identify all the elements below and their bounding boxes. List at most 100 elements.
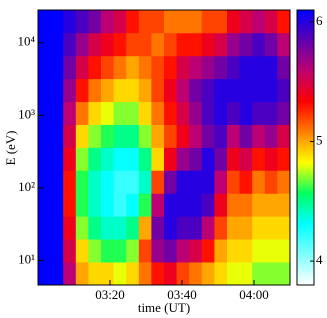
heatmap-cell <box>126 78 140 103</box>
heatmap-cell <box>63 147 77 171</box>
y-axis-label: E (eV) <box>3 130 18 165</box>
heatmap-cell <box>50 262 64 286</box>
heatmap-cell <box>88 239 102 263</box>
heatmap-cell <box>113 124 127 148</box>
heatmap-cell <box>38 124 51 148</box>
heatmap-cell <box>101 101 114 125</box>
heatmap-cell <box>264 193 278 217</box>
heatmap-cell <box>227 193 240 217</box>
heatmap-cell <box>113 147 127 171</box>
heatmap-cell <box>50 32 64 57</box>
heatmap-cell <box>176 170 190 194</box>
heatmap-cell <box>176 216 190 240</box>
heatmap-cell <box>75 78 89 103</box>
heatmap-cell <box>227 78 240 103</box>
heatmap-cell <box>75 10 89 34</box>
heatmap-cell <box>164 239 177 263</box>
heatmap-cell <box>264 10 278 34</box>
heatmap-cell <box>151 32 165 57</box>
heatmap-cell <box>113 78 127 103</box>
x-tick-label: 04:00 <box>239 287 269 302</box>
heatmap-cell <box>164 124 177 148</box>
y-tick-label: 10⁴ <box>17 34 35 49</box>
heatmap-cell <box>101 216 114 240</box>
heatmap-cell <box>50 124 64 148</box>
heatmap-cell <box>239 216 253 240</box>
heatmap-cell <box>101 239 114 263</box>
heatmap-cell <box>201 55 215 80</box>
heatmap-cell <box>101 262 114 286</box>
heatmap-cell <box>252 55 266 80</box>
heatmap-cell <box>63 101 77 125</box>
heatmap-cell <box>277 55 291 80</box>
heatmap-cell <box>50 55 64 80</box>
heatmap-cell <box>189 78 203 103</box>
heatmap-cell <box>75 216 89 240</box>
heatmap-cell <box>151 170 165 194</box>
heatmap-cell <box>252 101 266 125</box>
heatmap-cell <box>277 78 291 103</box>
heatmap-cell <box>176 32 190 57</box>
heatmap-cell <box>138 262 152 286</box>
heatmap-cell <box>38 101 51 125</box>
heatmap-cell <box>75 193 89 217</box>
heatmap-cell <box>88 147 102 171</box>
heatmap-cell <box>63 55 77 80</box>
heatmap-cell <box>214 124 228 148</box>
colorbar-tick-label: 6 <box>316 13 323 28</box>
heatmap-cell <box>151 55 165 80</box>
heatmap-cell <box>176 147 190 171</box>
heatmap-cell <box>50 170 64 194</box>
heatmap-cell <box>201 101 215 125</box>
heatmap-cell <box>239 78 253 103</box>
heatmap-cell <box>63 239 77 263</box>
heatmap-cell <box>239 10 253 34</box>
heatmap-cell <box>164 101 177 125</box>
heatmap-cell <box>214 78 228 103</box>
heatmap-cell <box>38 55 51 80</box>
heatmap-cell <box>277 262 291 286</box>
heatmap-cell <box>252 170 266 194</box>
heatmap-cell <box>50 193 64 217</box>
heatmap-cell <box>227 10 240 34</box>
heatmap-cell <box>151 10 165 34</box>
heatmap-cell <box>252 32 266 57</box>
heatmap-cell <box>176 55 190 80</box>
heatmap-cell <box>252 78 266 103</box>
heatmap-cell <box>88 10 102 34</box>
heatmap-cell <box>126 10 140 34</box>
x-axis-label: time (UT) <box>138 300 190 315</box>
heatmap-cell <box>101 170 114 194</box>
heatmap-cell <box>252 262 266 286</box>
heatmap-cell <box>113 262 127 286</box>
heatmap-cell <box>201 170 215 194</box>
heatmap-cell <box>239 124 253 148</box>
heatmap-cell <box>151 262 165 286</box>
heatmap-cell <box>63 124 77 148</box>
heatmap-cell <box>138 124 152 148</box>
heatmap-cell <box>227 32 240 57</box>
heatmap-cell <box>38 193 51 217</box>
heatmap-cell <box>164 78 177 103</box>
heatmap-cell <box>75 32 89 57</box>
heatmap-cell <box>75 170 89 194</box>
heatmap-cell <box>214 193 228 217</box>
heatmap-cell <box>113 216 127 240</box>
heatmap-cell <box>214 101 228 125</box>
heatmap-cell <box>164 147 177 171</box>
heatmap-cell <box>239 262 253 286</box>
heatmap-cell <box>138 10 152 34</box>
heatmap-cell <box>252 124 266 148</box>
heatmap-cell <box>227 55 240 80</box>
heatmap-cell <box>214 262 228 286</box>
heatmap-cell <box>201 216 215 240</box>
heatmap-cell <box>252 216 266 240</box>
heatmap-cell <box>151 193 165 217</box>
y-tick-label: 10³ <box>18 106 35 121</box>
heatmap-cell <box>113 55 127 80</box>
heatmap-cell <box>50 10 64 34</box>
heatmap-cell <box>239 170 253 194</box>
heatmap-cell <box>101 147 114 171</box>
heatmap-cell <box>113 239 127 263</box>
heatmap-cell <box>88 32 102 57</box>
